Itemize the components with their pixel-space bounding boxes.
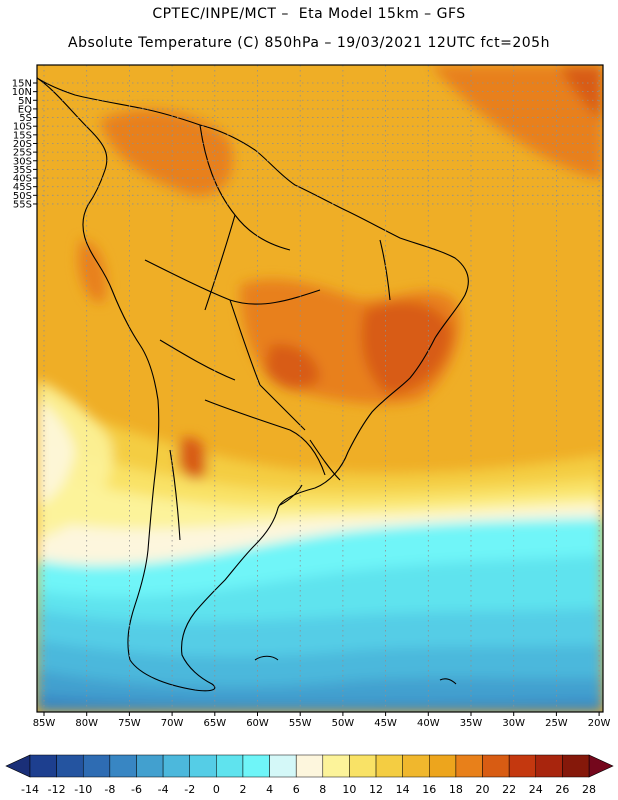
- colorbar-label: -2: [184, 783, 195, 796]
- colorbar-swatch: [482, 754, 510, 778]
- colorbar-swatch: [535, 754, 563, 778]
- colorbar-label: 16: [422, 783, 436, 796]
- lat-label: 15S: [13, 130, 32, 141]
- lat-label: 45S: [13, 182, 32, 193]
- lat-label: 25S: [13, 148, 32, 159]
- colorbar-label: 6: [293, 783, 300, 796]
- colorbar: -14 -12 -10 -8 -6 -4 -2 0 2 4 6 8 10 12 14 16 18 20 22 24 26…: [5, 754, 614, 796]
- colorbar-label: 14: [396, 783, 410, 796]
- colorbar-swatch: [562, 754, 590, 778]
- colorbar-label: 28: [582, 783, 596, 796]
- colorbar-label: 24: [529, 783, 543, 796]
- colorbar-label: -10: [74, 783, 92, 796]
- lat-label: 10N: [12, 87, 32, 98]
- latitude-labels: 15N10N5NEQ5S10S15S20S25S30S35S40S45S50S5…: [12, 79, 37, 210]
- colorbar-swatch: [402, 754, 430, 778]
- lon-label: 50W: [332, 718, 355, 729]
- map-frame: [36, 64, 604, 713]
- colorbar-low-arrow: [5, 754, 31, 778]
- lon-label: 65W: [203, 718, 226, 729]
- colorbar-swatch: [82, 754, 111, 778]
- temperature-field: [37, 65, 603, 712]
- colorbar-label: 4: [266, 783, 273, 796]
- colorbar-swatch: [349, 754, 377, 778]
- lat-label: 30S: [13, 156, 32, 167]
- lon-label: 30W: [502, 718, 525, 729]
- lon-label: 45W: [374, 718, 397, 729]
- lon-label: 40W: [417, 718, 440, 729]
- colorbar-swatch: [322, 754, 350, 778]
- colorbar-swatch: [29, 754, 57, 778]
- lat-label: 5N: [18, 96, 32, 107]
- lon-label: 25W: [545, 718, 568, 729]
- colorbar-swatch: [508, 754, 537, 778]
- colorbar-swatch: [56, 754, 84, 778]
- lon-label: 70W: [161, 718, 184, 729]
- colorbar-label: -12: [48, 783, 66, 796]
- lat-label: 40S: [13, 174, 32, 185]
- lat-label: 35S: [13, 165, 32, 176]
- colorbar-swatch: [162, 754, 190, 778]
- colorbar-swatch: [269, 754, 297, 778]
- colorbar-swatch: [109, 754, 137, 778]
- colorbar-label: -4: [158, 783, 169, 796]
- title-line-1: CPTEC/INPE/MCT – Eta Model 15km – GFS: [152, 6, 466, 22]
- colorbar-label: -14: [21, 783, 39, 796]
- lon-label: 80W: [75, 718, 98, 729]
- lat-label: 55S: [13, 199, 32, 210]
- lat-label: 20S: [13, 139, 32, 150]
- colorbar-label: -6: [131, 783, 142, 796]
- colorbar-high-arrow: [588, 754, 614, 778]
- colorbar-label: 8: [319, 783, 326, 796]
- colorbar-swatch: [136, 754, 164, 778]
- longitude-labels: 85W 80W 75W 70W 65W 60W 55W 50W 45W 40W 35W 30W 25W 2…: [33, 712, 611, 729]
- colorbar-label: 12: [369, 783, 383, 796]
- colorbar-swatch: [242, 754, 270, 778]
- title-line-2: Absolute Temperature (C) 850hPa – 19/03/…: [68, 35, 550, 51]
- colorbar-swatch: [295, 754, 324, 778]
- colorbar-swatch: [375, 754, 403, 778]
- lon-label: 60W: [246, 718, 269, 729]
- lon-label: 55W: [289, 718, 312, 729]
- colorbar-swatch: [216, 754, 244, 778]
- colorbar-label: 2: [239, 783, 246, 796]
- colorbar-label: 0: [213, 783, 220, 796]
- colorbar-label: -8: [104, 783, 115, 796]
- lat-label: 50S: [13, 191, 32, 202]
- lon-label: 35W: [460, 718, 483, 729]
- colorbar-label: 18: [449, 783, 463, 796]
- lat-label: EQ: [18, 104, 32, 115]
- colorbar-swatch: [455, 754, 483, 778]
- lon-label: 75W: [118, 718, 141, 729]
- colorbar-label: 26: [555, 783, 569, 796]
- lon-label: 20W: [588, 718, 611, 729]
- colorbar-label: 20: [476, 783, 490, 796]
- colorbar-swatch: [189, 754, 217, 778]
- colorbar-label: 10: [342, 783, 356, 796]
- lat-label: 15N: [12, 79, 32, 90]
- lon-label: 85W: [33, 718, 56, 729]
- colorbar-label: 22: [502, 783, 516, 796]
- lat-label: 5S: [19, 113, 32, 124]
- colorbar-swatch: [429, 754, 457, 778]
- lat-label: 10S: [13, 122, 32, 133]
- coastlines: [37, 77, 469, 692]
